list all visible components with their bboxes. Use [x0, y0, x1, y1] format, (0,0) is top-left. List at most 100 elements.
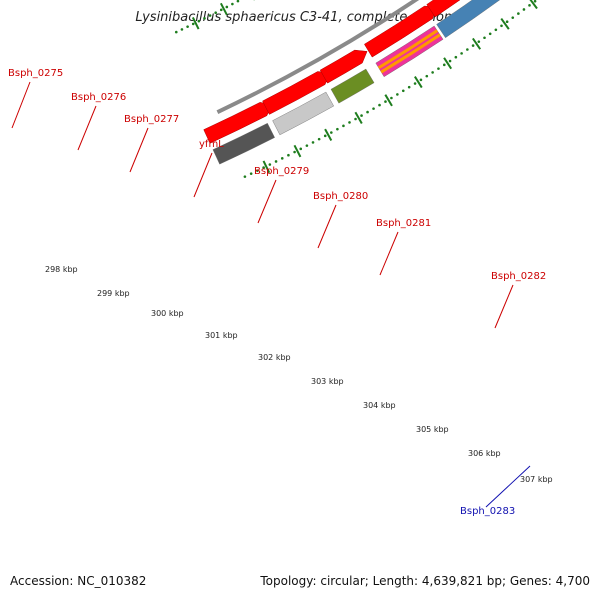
tick-dot	[483, 36, 486, 40]
gene-bar-Bsph_0275	[212, 122, 275, 165]
leader-line	[257, 179, 277, 224]
tick-dot	[454, 55, 458, 59]
major-tick	[262, 160, 271, 174]
accession-text: Accession: NC_010382	[10, 574, 147, 588]
kbp-label: 298 kbp	[45, 265, 78, 274]
tick-dot	[268, 163, 272, 166]
tick-dot	[231, 2, 234, 6]
gene-label: Bsph_0276	[71, 92, 126, 103]
tick-dot	[305, 144, 309, 147]
gene-label: Bsph_0280	[313, 191, 368, 202]
gene-label: Bsph_0277	[124, 114, 179, 125]
cds-arrow	[319, 49, 368, 84]
gene-bar-Bsph_0276	[272, 91, 335, 136]
gene-bar-Bsph_0277	[330, 68, 375, 104]
tick-dot	[431, 71, 434, 74]
gene-features	[203, 0, 500, 165]
tick-dot	[500, 24, 503, 28]
tick-dot	[243, 175, 247, 178]
tick-dot	[299, 147, 303, 151]
gene-label: yfmL	[199, 139, 224, 150]
genome-backbone	[216, 0, 420, 115]
leader-line	[317, 204, 337, 249]
tick-dot	[317, 137, 321, 141]
leader-line	[379, 231, 399, 276]
tick-dot	[517, 12, 520, 15]
kbp-label: 302 kbp	[258, 353, 291, 362]
tick-dot	[494, 28, 498, 32]
gene-bar-Bsph_0279	[436, 0, 500, 38]
gene-label: Bsph_0282	[491, 271, 546, 282]
kbp-scale-labels: 298 kbp 299 kbp 300 kbp 301 kbp 302 kbp 303 k…	[45, 265, 553, 484]
tick-dot	[293, 150, 296, 154]
tick-dot	[287, 153, 290, 157]
major-tick	[324, 128, 333, 141]
tick-dot	[366, 110, 369, 114]
tick-dot	[471, 44, 475, 47]
major-tick	[500, 17, 510, 30]
tick-dot	[330, 131, 333, 134]
tick-dot	[372, 107, 375, 110]
outer-tick-track	[243, 0, 538, 178]
tick-dot	[442, 63, 446, 67]
tick-dot	[505, 20, 509, 24]
tick-dot	[348, 121, 351, 124]
leader-line	[11, 81, 31, 129]
tick-dot	[274, 160, 278, 163]
tick-dot	[323, 134, 327, 138]
tick-dot	[225, 5, 229, 9]
tick-dot	[186, 25, 189, 28]
tick-dot	[384, 100, 387, 103]
tick-dot	[488, 32, 492, 36]
tick-dot	[528, 4, 531, 7]
gene-label: Bsph_0281	[376, 218, 431, 229]
tick-dot	[466, 48, 469, 51]
tick-dot	[280, 157, 284, 160]
leader-line	[494, 284, 514, 329]
inner-tick-track	[174, 0, 255, 34]
tick-dot	[425, 74, 429, 78]
tick-dot	[396, 93, 399, 96]
tick-dot	[336, 127, 339, 131]
tick-dot	[236, 0, 240, 3]
tick-dot	[342, 124, 345, 128]
major-tick	[384, 94, 393, 107]
kbp-label: 299 kbp	[97, 289, 130, 298]
kbp-label: 301 kbp	[205, 331, 238, 340]
kbp-label: 304 kbp	[363, 401, 396, 410]
tick-dot	[522, 8, 526, 11]
major-tick	[472, 37, 482, 50]
major-tick	[293, 144, 302, 158]
tick-dot	[401, 89, 405, 93]
tick-dot	[419, 78, 423, 82]
leader-line	[77, 105, 97, 151]
major-tick	[414, 76, 423, 89]
tick-dot	[354, 117, 357, 121]
tick-dot	[214, 11, 217, 14]
tick-dot	[256, 169, 259, 172]
gene-stripe	[380, 33, 441, 74]
tick-dot	[378, 103, 381, 107]
tick-dot	[249, 172, 253, 175]
tick-dot	[477, 40, 481, 43]
kbp-label: 303 kbp	[311, 377, 344, 386]
gene-stripe	[377, 29, 439, 70]
tick-dot	[219, 8, 223, 12]
tick-dot	[360, 114, 363, 117]
tick-dot	[311, 141, 315, 144]
tick-dot	[437, 67, 440, 70]
major-tick	[443, 57, 453, 70]
tick-dot	[197, 19, 201, 23]
tick-dot	[180, 28, 184, 31]
tick-dot	[448, 59, 452, 63]
tick-dot	[390, 96, 393, 100]
kbp-label: 305 kbp	[416, 425, 449, 434]
major-tick	[354, 111, 363, 124]
tick-dot	[460, 52, 463, 55]
genome-summary-text: Topology: circular; Length: 4,639,821 bp…	[260, 574, 590, 588]
gene-label: Bsph_0283	[460, 506, 515, 517]
gene-labels: Bsph_0275 Bsph_0276 Bsph_0277 yfmL Bsph_0279…	[8, 68, 546, 517]
kbp-label: 306 kbp	[468, 449, 501, 458]
gene-label: Bsph_0279	[254, 166, 309, 177]
